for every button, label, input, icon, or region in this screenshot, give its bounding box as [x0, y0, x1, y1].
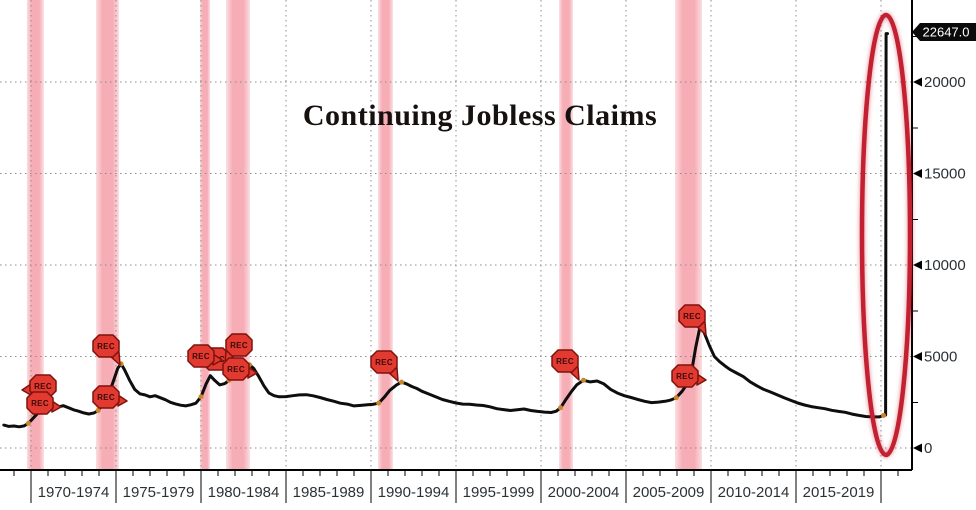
x-axis-label: 2010-2014	[718, 484, 790, 501]
event-dot	[581, 377, 586, 383]
rec-marker-body-icon	[222, 357, 250, 381]
rec-marker-label: REC	[31, 399, 49, 408]
rec-marker-body-icon	[671, 364, 699, 388]
x-axis-label: 1990-1994	[378, 484, 450, 501]
rec-marker[interactable]: REC	[92, 334, 121, 366]
rec-marker-body-icon	[370, 350, 398, 374]
rec-marker-label: REC	[34, 382, 52, 391]
event-dot	[25, 420, 31, 426]
rec-marker-body-icon	[26, 391, 54, 415]
x-axis-label: 1980-1984	[208, 484, 280, 501]
rec-marker-label: REC	[97, 342, 115, 351]
event-dot	[198, 394, 204, 400]
rec-marker-label: REC	[375, 358, 393, 367]
rec-marker-body-icon	[92, 334, 120, 358]
rec-marker-body-icon	[678, 304, 706, 328]
rec-marker-label: REC	[230, 341, 248, 350]
rec-marker[interactable]: REC	[222, 357, 258, 381]
rec-marker-label: REC	[676, 372, 694, 381]
rec-marker-label: REC	[227, 365, 245, 374]
rec-marker-body-icon	[551, 349, 579, 373]
y-tick-arrow-icon	[913, 352, 922, 361]
event-dot	[673, 395, 679, 401]
rec-marker-label: REC	[97, 393, 115, 402]
claims-line	[2, 32, 889, 429]
rec-marker[interactable]: REC	[187, 344, 223, 368]
rec-marker-label: REC	[192, 352, 210, 361]
chart-title: Continuing Jobless Claims	[302, 99, 658, 132]
rec-marker[interactable]: REC	[370, 350, 399, 382]
rec-marker-body-icon	[225, 333, 253, 357]
y-tick-arrow-icon	[913, 169, 922, 178]
y-tick-label: 5000	[924, 349, 957, 366]
event-dot	[95, 407, 101, 413]
event-dot	[881, 412, 887, 418]
y-tick-label: 0	[924, 440, 932, 457]
recession-band	[26, 0, 44, 470]
y-tick-arrow-icon	[913, 77, 922, 87]
y-tick-arrow-icon	[913, 443, 922, 453]
y-tick-label: 10000	[924, 257, 966, 274]
last-value-label: 22647.0	[923, 25, 970, 40]
annotation-ellipse[interactable]	[859, 12, 913, 458]
x-axis-label: 1970-1974	[38, 484, 110, 501]
event-dot	[376, 400, 382, 406]
y-tick-label: 15000	[924, 166, 966, 183]
y-tick-arrow-icon	[913, 260, 922, 270]
rec-marker-body-icon	[187, 344, 215, 368]
x-axis-label: 2005-2009	[633, 484, 705, 501]
recession-band	[674, 0, 702, 470]
event-dot	[558, 405, 564, 411]
rec-marker[interactable]: REC	[671, 364, 707, 388]
last-value-badge	[912, 23, 976, 41]
rec-marker-label: REC	[683, 312, 701, 321]
rec-marker[interactable]: REC	[678, 304, 707, 336]
rec-marker-body-icon	[92, 385, 120, 409]
rec-marker[interactable]: REC	[26, 391, 62, 415]
rec-marker[interactable]: REC	[92, 385, 128, 409]
recession-band	[225, 0, 250, 470]
x-axis-label: 2000-2004	[548, 484, 620, 501]
rec-marker[interactable]: REC	[551, 349, 580, 381]
x-axis-label: 1985-1989	[293, 484, 365, 501]
recession-band	[199, 0, 211, 470]
event-dot	[399, 379, 405, 385]
x-axis-label: 2015-2019	[803, 484, 875, 501]
x-axis-label: 1975-1979	[123, 484, 195, 501]
y-tick-label: 20000	[924, 74, 966, 91]
x-axis-label: 1995-1999	[463, 484, 535, 501]
rec-marker-label: REC	[556, 357, 574, 366]
